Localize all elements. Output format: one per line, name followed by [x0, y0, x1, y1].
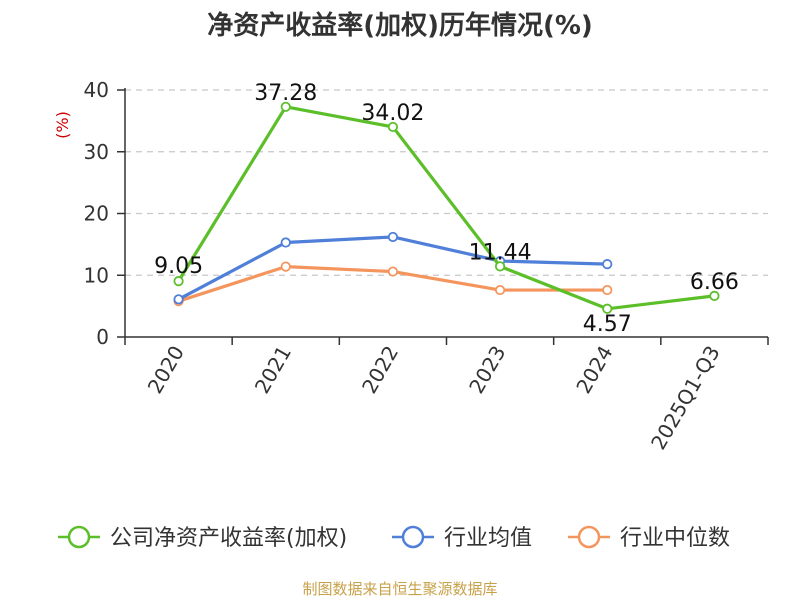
source-note: 制图数据来自恒生聚源数据库 [302, 580, 497, 598]
legend-marker [401, 525, 425, 549]
series-point-0 [494, 261, 506, 272]
series-point-2 [494, 284, 506, 296]
legend-marker [67, 525, 91, 549]
series-point-0 [280, 101, 291, 112]
series-point-0 [709, 290, 720, 301]
y-tick-label: 40 [84, 78, 109, 102]
x-tick-label: 2022 [357, 342, 403, 398]
series-line-0 [177, 105, 715, 311]
x-tick-label: 2023 [464, 342, 510, 398]
series-group [173, 101, 720, 314]
series-point-1 [602, 259, 613, 270]
data-label: 9.05 [154, 254, 203, 279]
chart-title: 净资产收益率(加权)历年情况(%) [207, 10, 593, 41]
series-point-1 [173, 294, 184, 305]
data-label: 34.02 [361, 101, 424, 126]
data-label: 4.57 [583, 312, 632, 337]
legend-label: 公司净资产收益率(加权) [110, 526, 347, 551]
data-label: 11.44 [469, 240, 532, 265]
series-point-2 [602, 284, 613, 296]
series-point-0 [173, 276, 184, 287]
y-tick-label: 20 [84, 202, 109, 226]
x-tick-label: 2020 [143, 342, 189, 398]
series-point-0 [602, 303, 613, 314]
x-tick-label: 2024 [571, 342, 617, 398]
x-tick-label: 2025Q1-Q3 [646, 342, 725, 454]
data-labels: 9.05 37.28 34.02 11.44 4.57 6.66 [154, 81, 739, 337]
data-label: 37.28 [254, 81, 317, 106]
y-tick-label: 30 [84, 140, 109, 164]
y-tick-label: 0 [96, 325, 109, 349]
legend-label: 行业中位数 [620, 526, 730, 551]
series-point-2 [387, 266, 399, 277]
series-point-1 [387, 231, 399, 243]
series-point-1 [280, 237, 291, 248]
y-tick-label: 10 [84, 263, 109, 287]
y-axis-label: (%) [53, 111, 72, 139]
grid-lines [125, 89, 768, 276]
series-point-0 [387, 121, 399, 133]
series-point-2 [280, 261, 291, 272]
x-tick-label: 2021 [250, 342, 296, 398]
data-label: 6.66 [690, 270, 739, 295]
legend: 公司净资产收益率(加权) 行业均值 行业中位数 [58, 525, 730, 551]
legend-label: 行业均值 [444, 526, 532, 551]
legend-marker [577, 525, 601, 549]
